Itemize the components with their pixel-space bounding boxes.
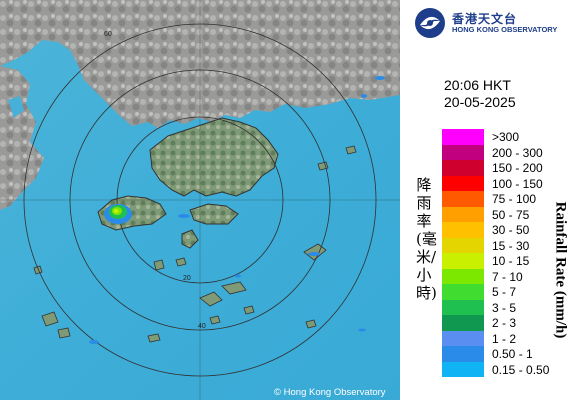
legend-label: 7 - 10 <box>492 269 523 284</box>
lamma-island <box>181 229 199 249</box>
legend-swatch <box>442 361 484 377</box>
legend-swatch <box>442 315 484 331</box>
legend-label: 200 - 300 <box>492 145 543 160</box>
new-territories-area <box>149 117 279 197</box>
legend-swatch <box>442 346 484 362</box>
west-inlet <box>8 96 24 118</box>
legend-label: 1 - 2 <box>492 331 517 346</box>
range-rings <box>0 0 400 400</box>
legend-panel: 香港天文台 HONG KONG OBSERVATORY 20:06 HKT 20… <box>400 0 577 400</box>
legend-swatch <box>442 253 484 269</box>
legend-label: 150 - 200 <box>492 161 543 175</box>
legend-swatch <box>442 129 484 145</box>
logo-name-cn: 香港天文台 <box>452 12 518 26</box>
legend-label: 50 - 75 <box>492 207 530 222</box>
rain-echo-lantau <box>104 204 132 224</box>
time-label: 20:06 HKT <box>444 77 511 93</box>
hko-emblem-icon <box>415 8 445 38</box>
legend-label: 2 - 3 <box>492 316 517 330</box>
legend-swatch <box>442 268 484 284</box>
date-label: 20-05-2025 <box>444 94 516 110</box>
radar-map-svg: 20 40 60 © Hong Kong Observatory <box>0 0 400 400</box>
legend-swatch <box>442 144 484 160</box>
legend-label: 5 - 7 <box>492 285 517 299</box>
legend-swatch <box>442 299 484 315</box>
legend-title-en: Rainfall Rate (mm/h) <box>552 201 569 339</box>
legend-label: 75 - 100 <box>492 192 537 206</box>
legend-label: 100 - 150 <box>492 176 543 191</box>
legend-swatch <box>442 160 484 176</box>
radar-map: 20 40 60 © Hong Kong Observatory <box>0 0 400 400</box>
outlying-islands <box>33 145 357 343</box>
legend-swatch <box>442 206 484 222</box>
legend-swatch <box>442 284 484 300</box>
hko-logo: 香港天文台 HONG KONG OBSERVATORY <box>414 7 574 39</box>
ring-label-20: 20 <box>183 275 191 282</box>
legend-label: 0.15 - 0.50 <box>492 362 550 377</box>
legend-swatch <box>442 237 484 253</box>
legend-swatch <box>442 191 484 207</box>
legend-title-cn: 降雨率(毫米/小時) <box>416 176 437 302</box>
copyright-text: © Hong Kong Observatory <box>274 387 386 398</box>
hong-kong-island <box>189 203 239 225</box>
mainland-area <box>0 0 400 128</box>
legend-swatch <box>442 330 484 346</box>
legend-swatch <box>442 175 484 191</box>
legend-label: 15 - 30 <box>492 238 530 253</box>
legend-label: >300 <box>492 130 520 144</box>
ring-label-40: 40 <box>198 323 206 330</box>
legend-label: 0.50 - 1 <box>492 347 533 361</box>
legend-label: 10 - 15 <box>492 254 530 268</box>
ring-label-60: 60 <box>104 31 112 38</box>
legend-label: 3 - 5 <box>492 300 517 315</box>
rain-echo-scattered <box>89 76 385 344</box>
legend-label: 30 - 50 <box>492 223 530 237</box>
legend-swatch <box>442 222 484 238</box>
logo-name-en: HONG KONG OBSERVATORY <box>452 25 558 34</box>
